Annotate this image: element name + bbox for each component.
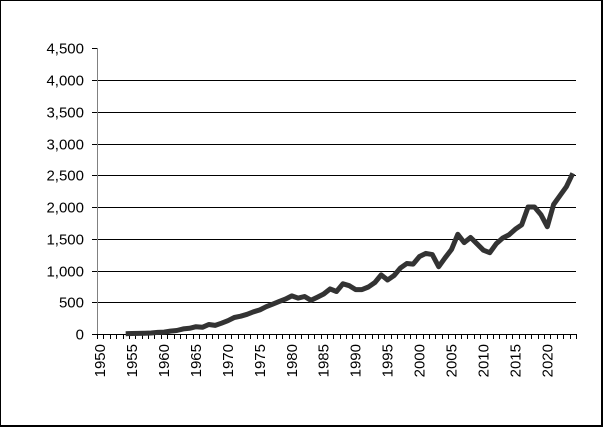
y-tick-label: 1,500 (46, 232, 84, 249)
y-tick-label: 4,000 (46, 73, 84, 90)
x-tick-label: 2015 (507, 344, 524, 377)
x-tick-label: 1975 (252, 344, 269, 377)
x-axis: 1950 1955 1960 1965 1970 1975 1980 1985 1990 1995… (92, 334, 577, 377)
line-chart: 0 500 1,000 1,500 2,000 2,500 3,000 3,500 4,000 4… (46, 41, 577, 377)
x-tick-label: 1965 (188, 344, 205, 377)
y-axis: 0 500 1,000 1,500 2,000 2,500 3,000 3,500 4,000 4… (46, 41, 98, 344)
x-tick-label: 2020 (539, 344, 556, 377)
x-tick-label: 1995 (380, 344, 397, 377)
y-tick-label: 3,000 (46, 137, 84, 154)
x-tick-label: 2010 (475, 344, 492, 377)
x-tick-label: 1955 (124, 344, 141, 377)
y-tick-label: 500 (59, 295, 84, 312)
x-tick-label: 2005 (443, 344, 460, 377)
y-tick-label: 0 (76, 327, 84, 344)
y-tick-label: 4,500 (46, 41, 84, 58)
data-series (125, 172, 576, 337)
x-tick-label: 1985 (316, 344, 333, 377)
x-tick-label: 1980 (284, 344, 301, 377)
y-tick-label: 1,000 (46, 264, 84, 281)
x-tick-label: 1960 (156, 344, 173, 377)
x-tick-label: 1970 (220, 344, 237, 377)
x-tick-label: 1990 (348, 344, 365, 377)
x-tick-label: 1950 (92, 344, 109, 377)
y-tick-label: 3,500 (46, 105, 84, 122)
y-tick-label: 2,500 (46, 168, 84, 185)
gridlines (97, 80, 576, 303)
x-tick-label: 2000 (412, 344, 429, 377)
y-tick-label: 2,000 (46, 200, 84, 217)
series-line (125, 172, 576, 337)
